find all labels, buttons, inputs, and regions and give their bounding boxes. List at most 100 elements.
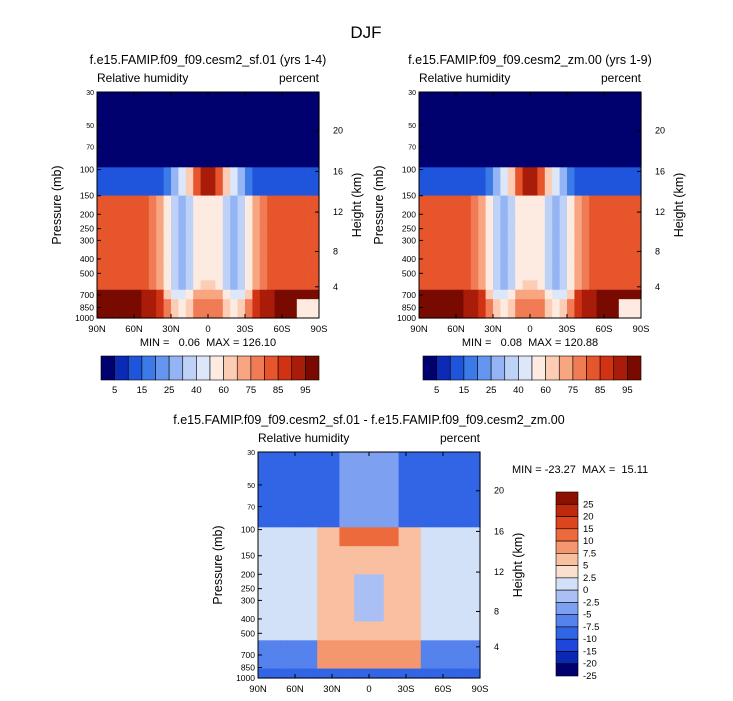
heatmap-cell — [441, 139, 450, 150]
heatmap-cell — [272, 527, 281, 538]
heatmap-cell — [193, 186, 202, 197]
heatmap-cell — [515, 223, 524, 234]
heatmap-cell — [354, 621, 363, 632]
heatmap-cell — [574, 167, 583, 178]
heatmap-cell — [361, 565, 370, 576]
heatmap-cell — [274, 280, 283, 291]
heatmap-cell — [230, 92, 239, 103]
heatmap-cell — [200, 148, 209, 159]
heatmap-cell — [272, 602, 281, 613]
heatmap-cell — [274, 223, 283, 234]
heatmap-cell — [544, 289, 553, 300]
heatmap-cell — [463, 242, 472, 253]
heatmap-cell — [208, 157, 216, 168]
heatmap-cell — [215, 139, 224, 150]
heatmap-cell — [317, 508, 326, 519]
heatmap-cell — [163, 120, 172, 131]
heatmap-cell — [465, 508, 474, 519]
heatmap-cell — [259, 157, 268, 168]
heatmap-cell — [119, 195, 128, 206]
colorbar-swatch — [196, 355, 211, 381]
heatmap-cell — [259, 299, 268, 310]
heatmap-cell — [413, 593, 422, 604]
heatmap-cell — [448, 242, 457, 253]
heatmap-cell — [222, 120, 231, 131]
heatmap-cell — [426, 252, 435, 263]
heatmap-cell — [530, 167, 538, 178]
heatmap-cell — [245, 299, 253, 310]
heatmap-cell — [391, 583, 400, 594]
heatmap-cell — [309, 452, 318, 463]
heatmap-cell — [604, 120, 612, 131]
heatmap-cell — [252, 223, 261, 234]
colorbar-swatch — [277, 355, 293, 381]
heatmap-cell — [626, 252, 635, 263]
heatmap-cell — [448, 129, 457, 140]
heatmap-cell — [456, 139, 464, 150]
heatmap-cell — [237, 280, 246, 291]
heatmap-cell — [626, 157, 635, 168]
heatmap-cell — [537, 242, 546, 253]
heatmap-cell — [448, 157, 457, 168]
heatmap-cell — [581, 101, 590, 112]
heatmap-cell — [126, 205, 135, 216]
heatmap-cell — [302, 517, 311, 528]
heatmap-cell — [463, 214, 472, 225]
heatmap-cell — [208, 233, 216, 244]
heatmap-cell — [289, 214, 298, 225]
heatmap-cell — [537, 214, 546, 225]
heatmap-cell — [272, 461, 281, 472]
heatmap-cell — [413, 630, 422, 641]
heatmap-cell — [398, 461, 407, 472]
heatmap-cell — [589, 120, 598, 131]
heatmap-cell — [596, 270, 605, 281]
heatmap-cell — [463, 289, 472, 300]
heatmap-cell — [433, 186, 442, 197]
heatmap-cell — [574, 110, 583, 121]
heatmap-cell — [126, 101, 135, 112]
heatmap-cell — [450, 649, 459, 660]
heatmap-cell — [448, 139, 457, 150]
heatmap-cell — [311, 120, 320, 131]
heatmap-cell — [178, 205, 187, 216]
heatmap-cell — [515, 148, 524, 159]
heatmap-cell — [287, 489, 296, 500]
heatmap-cell — [339, 630, 348, 641]
heatmap-cell — [465, 527, 474, 538]
y-tick-label: 300 — [80, 235, 94, 245]
colorbar-swatch — [182, 355, 197, 381]
colorbar-label: 85 — [595, 385, 606, 396]
heatmap-cell — [258, 461, 266, 472]
height-tick-label: 12 — [655, 207, 665, 217]
heatmap-cell — [433, 252, 442, 263]
heatmap-cell — [420, 593, 429, 604]
colorbar-swatch — [155, 355, 170, 381]
y-tick-label: 150 — [80, 191, 94, 201]
heatmap-cell — [478, 92, 487, 103]
heatmap-cell — [215, 195, 224, 206]
heatmap-cell — [383, 480, 392, 491]
heatmap-cell — [346, 536, 355, 547]
heatmap-cell — [193, 148, 202, 159]
heatmap-cell — [311, 129, 320, 140]
heatmap-cell — [215, 101, 224, 112]
heatmap-cell — [419, 157, 427, 168]
heatmap-cell — [274, 110, 283, 121]
heatmap-cell — [500, 167, 509, 178]
heatmap-cell — [163, 148, 172, 159]
heatmap-cell — [295, 583, 303, 594]
colorbar-swatch — [599, 355, 615, 381]
heatmap-cell — [433, 176, 442, 187]
heatmap-cell — [339, 461, 348, 472]
heatmap-cell — [324, 668, 333, 679]
heatmap-cell — [456, 280, 464, 291]
heatmap-cell — [470, 214, 479, 225]
heatmap-cell — [398, 659, 407, 670]
heatmap-cell — [289, 195, 298, 206]
heatmap-cell — [259, 195, 268, 206]
heatmap-cell — [420, 612, 429, 623]
colorbar-swatch — [555, 651, 579, 665]
heatmap-cell — [435, 461, 444, 472]
heatmap-cell — [457, 508, 466, 519]
heatmap-cell — [604, 252, 612, 263]
